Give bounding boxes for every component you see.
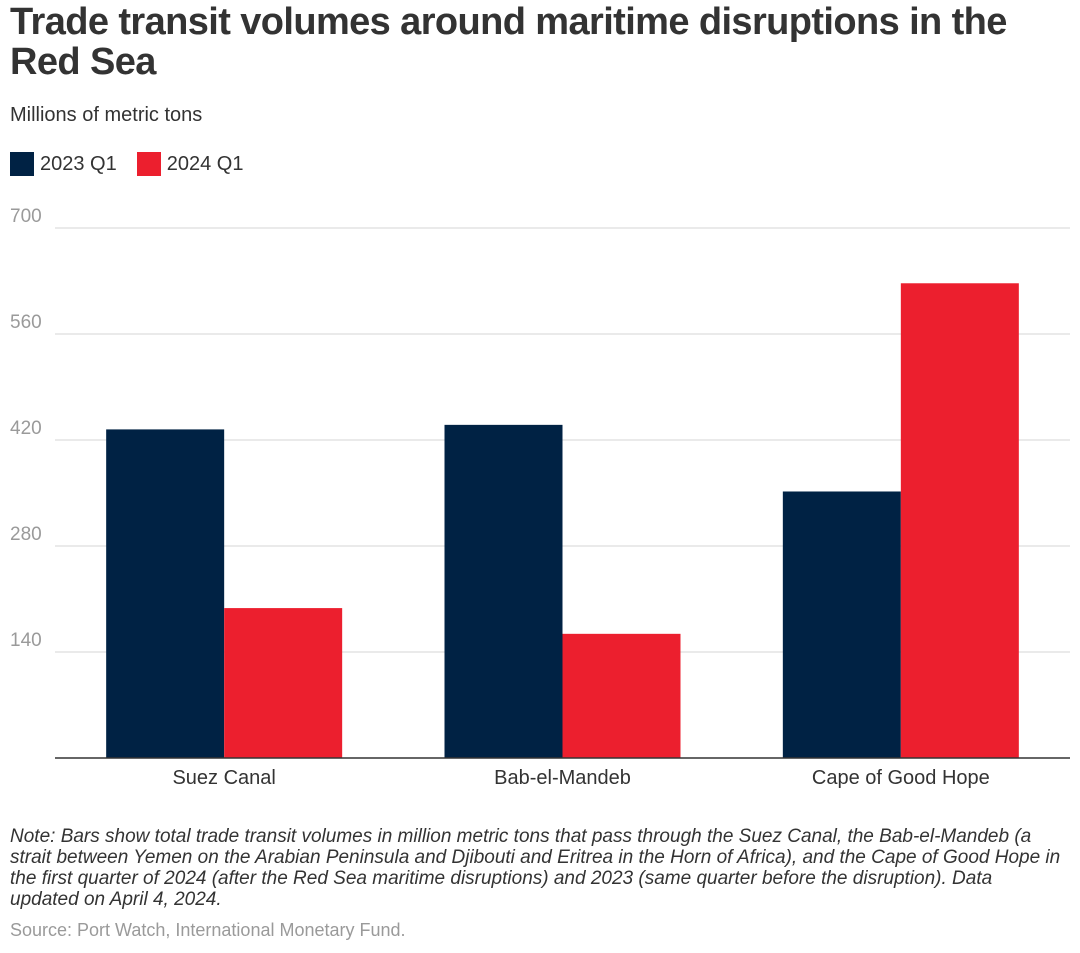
- legend-label-2023: 2023 Q1: [40, 152, 117, 175]
- bar-2024-q1-bab-el-mandeb: [562, 633, 681, 758]
- bar-2023-q1-suez-canal: [106, 429, 225, 758]
- y-tick-label: 140: [10, 630, 42, 651]
- x-category-label: Suez Canal: [172, 767, 275, 789]
- legend-swatch-2024: [136, 152, 161, 176]
- x-category-label: Bab-el-Mandeb: [494, 767, 631, 789]
- axes: 140 280 420 560 700 Suez Canal Bab-el-Mandeb Ca…: [10, 206, 1070, 789]
- legend-item-2023: 2023 Q1: [10, 152, 117, 176]
- x-category-label: Cape of Good Hope: [812, 767, 990, 789]
- legend-swatch-2023: [10, 152, 34, 176]
- bar-2023-q1-cape-of-good-hope: [782, 491, 901, 758]
- chart-note: Note: Bars show total trade transit volu…: [10, 826, 1061, 910]
- bar-2023-q1-bab-el-mandeb: [444, 424, 563, 758]
- y-tick-label: 420: [10, 418, 42, 439]
- legend: 2023 Q1 2024 Q1: [10, 152, 263, 176]
- y-tick-label: 280: [10, 524, 42, 545]
- bar-2024-q1-cape-of-good-hope: [900, 283, 1019, 758]
- bar-2024-q1-suez-canal: [224, 608, 343, 758]
- legend-label-2024: 2024 Q1: [166, 152, 244, 175]
- bars: [106, 283, 1019, 758]
- chart-title: Trade transit volumes around maritime di…: [10, 1, 1007, 83]
- y-tick-label: 560: [10, 312, 42, 333]
- legend-item-2024: 2024 Q1: [136, 152, 244, 176]
- chart-source: Source: Port Watch, International Moneta…: [10, 920, 406, 940]
- bar-chart: 140 280 420 560 700 Suez Canal Bab-el-Mandeb Ca…: [10, 206, 1070, 789]
- chart-subtitle: Millions of metric tons: [10, 104, 203, 126]
- y-tick-label: 700: [10, 206, 42, 227]
